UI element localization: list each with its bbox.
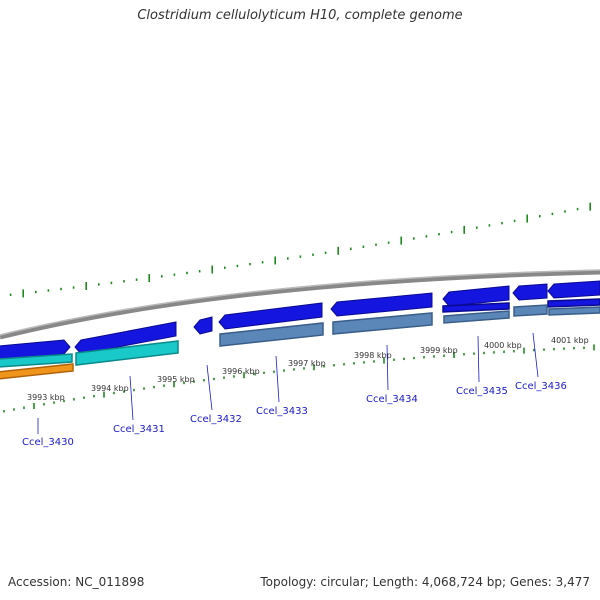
leader-line	[532, 332, 539, 378]
kbp-label: 3995 kbp	[157, 375, 195, 384]
gene-label[interactable]: Ccel_3430	[22, 437, 74, 448]
kbp-label: 3993 kbp	[27, 393, 65, 402]
gene-block[interactable]	[513, 304, 548, 317]
gene-block[interactable]	[443, 310, 510, 324]
kbp-label: 3994 kbp	[91, 384, 129, 393]
gene-label[interactable]: Ccel_3433	[256, 406, 308, 417]
gene-block[interactable]	[547, 298, 600, 308]
gene-block[interactable]	[0, 353, 73, 368]
gene-block[interactable]	[332, 312, 433, 335]
gene-label[interactable]: Ccel_3432	[190, 414, 242, 425]
gene-arrow[interactable]	[74, 321, 177, 355]
genome-backbone	[0, 269, 600, 340]
gene-block[interactable]	[219, 322, 324, 347]
leader-line	[386, 344, 389, 391]
gene-arrow[interactable]	[442, 285, 510, 307]
leader-line	[477, 335, 480, 383]
gene-labels: Ccel_3430 Ccel_3431 Ccel_3432 Ccel_3433 Ccel…	[22, 332, 567, 448]
gene-arrow[interactable]	[193, 316, 213, 335]
gene-label[interactable]: Ccel_3436	[515, 381, 567, 392]
leader-line	[206, 364, 213, 411]
gene-arrow[interactable]	[218, 302, 323, 330]
kbp-label: 3997 kbp	[288, 359, 326, 368]
leader-line	[275, 355, 280, 403]
gene-block[interactable]	[0, 363, 74, 380]
gene-block[interactable]	[548, 306, 600, 316]
genome-backbone-highlight	[0, 269, 600, 336]
gene-track	[0, 280, 600, 380]
gene-block[interactable]	[442, 302, 510, 313]
kbp-label: 4000 kbp	[484, 341, 522, 350]
kbp-label: 3996 kbp	[222, 367, 260, 376]
kbp-scale-labels: 3993 kbp 3994 kbp 3995 kbp 3996 kbp 3997 kbp…	[27, 336, 589, 402]
inner-tick-ring	[3, 344, 595, 413]
outer-tick-ring	[9, 202, 592, 298]
map-title: Clostridium cellulolyticum H10, complete…	[137, 8, 463, 23]
gene-arrow[interactable]	[330, 292, 433, 317]
topology-text: Topology: circular; Length: 4,068,724 bp…	[260, 575, 590, 589]
gene-label[interactable]: Ccel_3434	[366, 394, 418, 405]
gene-arrow[interactable]	[547, 280, 600, 299]
accession-text: Accession: NC_011898	[8, 575, 145, 589]
gene-arrow[interactable]	[512, 283, 548, 301]
leader-line	[129, 375, 134, 421]
gene-block[interactable]	[75, 340, 179, 366]
kbp-label: 3999 kbp	[420, 346, 458, 355]
gene-label[interactable]: Ccel_3435	[456, 386, 508, 397]
kbp-label: 4001 kbp	[551, 336, 589, 345]
kbp-label: 3998 kbp	[354, 351, 392, 360]
gene-label[interactable]: Ccel_3431	[113, 424, 165, 435]
